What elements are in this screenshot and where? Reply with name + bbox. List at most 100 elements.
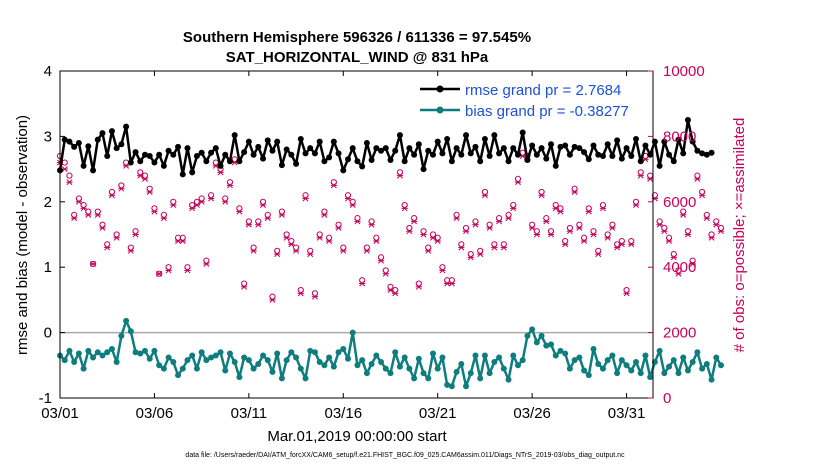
- rmse-point: [396, 132, 403, 139]
- rmse-point: [368, 156, 375, 163]
- rmse-point: [514, 151, 521, 158]
- bias-point: [373, 352, 380, 359]
- rmse-point: [260, 155, 267, 162]
- y-tick-label-right: 10000: [663, 63, 705, 80]
- obs-assimilated-point: [382, 270, 389, 277]
- bias-point: [637, 370, 644, 377]
- bias-point: [571, 357, 578, 364]
- bias-point: [415, 355, 422, 362]
- x-tick-label: 03/21: [419, 405, 457, 422]
- bias-point: [543, 342, 550, 349]
- rmse-point: [387, 156, 394, 163]
- bias-point: [203, 357, 210, 364]
- obs-assimilated-point: [477, 251, 484, 258]
- bias-point: [222, 367, 229, 374]
- rmse-point: [566, 151, 573, 158]
- bias-point: [80, 365, 87, 372]
- obs-assimilated-point: [670, 254, 677, 261]
- obs-assimilated-point: [448, 280, 455, 287]
- rmse-point: [392, 147, 399, 154]
- obs-assimilated-point: [665, 238, 673, 244]
- y-tick-label-right: 6000: [663, 194, 696, 211]
- bias-point: [316, 359, 323, 366]
- legend-rmse-label: rmse grand pr = 2.7684: [465, 82, 621, 99]
- rmse-point: [472, 143, 479, 150]
- bias-point: [514, 362, 521, 369]
- bias-point: [505, 376, 512, 383]
- bias-point: [562, 350, 569, 357]
- obs-assimilated-point: [80, 205, 87, 212]
- rmse-point: [425, 147, 432, 154]
- data-file-footnote: data file: /Users/raeder/DAI/ATM_forcXX/…: [185, 452, 625, 459]
- bias-point: [250, 365, 257, 372]
- bias-point: [448, 383, 455, 390]
- obs-assimilated-point: [694, 175, 701, 182]
- bias-point: [297, 365, 304, 372]
- bias-point: [165, 354, 172, 361]
- obs-assimilated-point: [472, 221, 479, 228]
- obs-assimilated-point: [396, 172, 404, 179]
- rmse-point: [444, 136, 451, 143]
- rmse-point: [590, 142, 597, 149]
- obs-assimilated-point: [571, 189, 578, 195]
- obs-assimilated-point: [713, 221, 720, 228]
- bias-point: [260, 352, 267, 359]
- obs-assimilated-point: [632, 202, 640, 209]
- obs-assimilated-point: [236, 208, 243, 215]
- bias-point: [675, 370, 682, 377]
- rmse-point: [548, 141, 555, 148]
- bias-point: [689, 359, 696, 366]
- rmse-point: [269, 147, 276, 154]
- rmse-point: [510, 145, 517, 152]
- obs-assimilated-point: [415, 283, 422, 290]
- bias-point: [510, 352, 517, 359]
- bias-point: [477, 375, 484, 382]
- rmse-point: [689, 138, 696, 145]
- obs-assimilated-point: [637, 172, 644, 179]
- obs-assimilated-point: [458, 244, 465, 251]
- obs-assimilated-point: [292, 247, 300, 254]
- obs-assimilated-point: [453, 215, 460, 222]
- obs-assimilated-point: [557, 208, 564, 215]
- bias-point: [396, 363, 403, 370]
- rmse-point: [359, 163, 366, 170]
- rmse-point: [123, 123, 130, 130]
- obs-assimilated-point: [94, 211, 101, 218]
- obs-assimilated-point: [359, 280, 366, 287]
- bias-point: [340, 345, 347, 352]
- obs-assimilated-point: [406, 228, 413, 235]
- bias-point: [429, 350, 436, 357]
- rmse-point: [241, 149, 248, 156]
- bias-point: [288, 349, 295, 356]
- rmse-point: [217, 162, 224, 169]
- obs-assimilated-point: [675, 270, 682, 277]
- rmse-point: [519, 129, 526, 136]
- rmse-point: [703, 151, 710, 158]
- obs-assimilated-point: [288, 241, 295, 248]
- bias-point: [108, 345, 115, 352]
- rmse-point: [66, 138, 73, 145]
- rmse-point: [108, 128, 115, 135]
- obs-assimilated-point: [156, 270, 163, 277]
- rmse-point: [486, 153, 493, 160]
- bias-point: [519, 357, 526, 364]
- obs-assimilated-point: [486, 225, 493, 231]
- rmse-point: [618, 155, 625, 162]
- obs-possible-point: [66, 172, 73, 179]
- rmse-point: [264, 137, 271, 144]
- bias-point: [127, 328, 134, 335]
- bias-point: [278, 375, 285, 382]
- rmse-point: [104, 153, 111, 160]
- obs-assimilated-point: [316, 234, 323, 241]
- rmse-point: [382, 145, 389, 152]
- rmse-point: [581, 149, 588, 156]
- bias-point: [401, 354, 408, 361]
- bias-point: [614, 370, 621, 377]
- bias-point: [311, 349, 318, 356]
- bias-point: [99, 352, 106, 359]
- rmse-point: [141, 151, 148, 158]
- bias-point: [236, 374, 243, 381]
- obs-assimilated-point: [217, 169, 224, 176]
- obs-assimilated-point: [604, 234, 611, 241]
- bias-point: [274, 350, 281, 357]
